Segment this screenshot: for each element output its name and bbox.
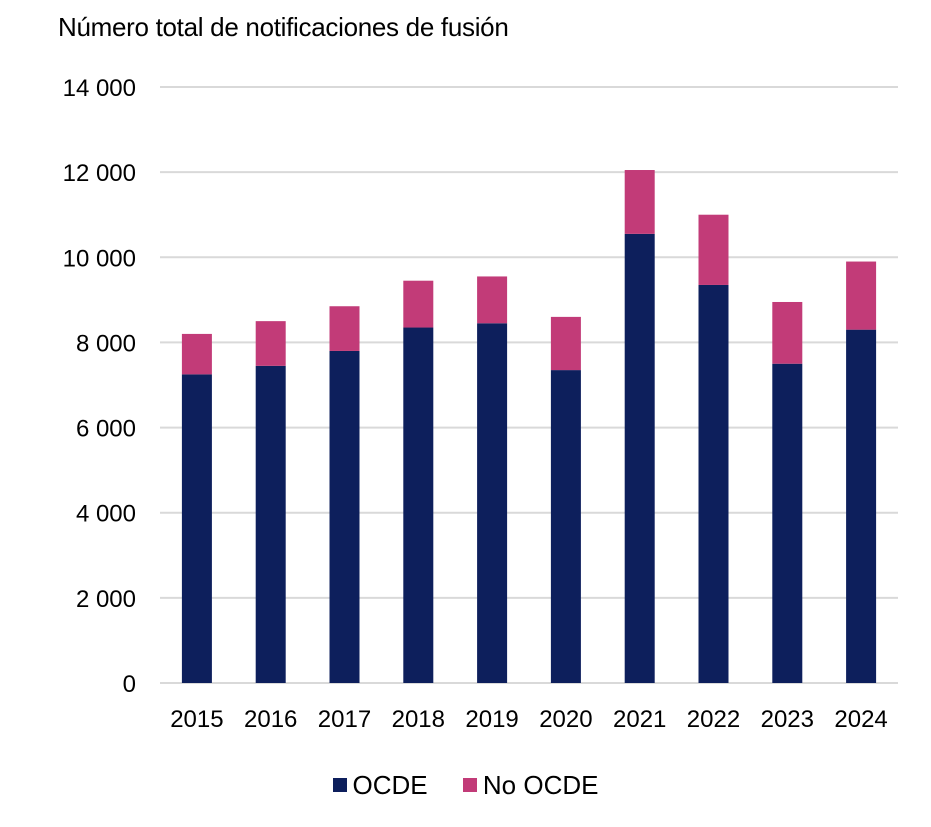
bar-ocde-2016 (255, 365, 286, 683)
x-tick-label: 2024 (834, 706, 887, 733)
y-tick-label: 0 (123, 671, 136, 698)
x-tick-label: 2023 (761, 706, 814, 733)
x-tick-label: 2020 (539, 706, 592, 733)
bar-no-ocde-2024 (846, 261, 877, 330)
x-tick-label: 2015 (170, 706, 223, 733)
bar-ocde-2021 (624, 233, 655, 683)
bar-no-ocde-2016 (255, 321, 286, 366)
x-tick-label: 2017 (318, 706, 371, 733)
legend-swatch-no-ocde (462, 778, 477, 792)
y-axis-ticks: 0 2 000 4 000 6 000 8 000 10 000 12 000 14 000 (63, 75, 136, 698)
bar-ocde-2019 (477, 323, 508, 683)
legend-item-no-ocde: No OCDE (462, 769, 599, 801)
chart-title: Número total de notificaciones de fusión (58, 12, 509, 42)
y-tick-label: 6 000 (76, 416, 136, 443)
bar-ocde-2024 (846, 329, 877, 683)
bar-ocde-2017 (329, 350, 360, 683)
bar-no-ocde-2018 (403, 280, 434, 328)
bar-no-ocde-2015 (181, 333, 212, 375)
legend: OCDE No OCDE (0, 768, 931, 801)
legend-swatch-ocde (332, 778, 347, 792)
bar-no-ocde-2022 (698, 214, 729, 285)
bar-no-ocde-2023 (772, 301, 803, 364)
bar-ocde-2018 (403, 327, 434, 683)
bar-ocde-2015 (181, 374, 212, 683)
y-tick-label: 12 000 (63, 160, 136, 187)
bar-no-ocde-2020 (550, 316, 581, 371)
x-tick-label: 2021 (613, 706, 666, 733)
legend-label-no-ocde: No OCDE (482, 769, 599, 800)
x-tick-label: 2022 (687, 706, 740, 733)
x-tick-label: 2019 (465, 706, 518, 733)
y-tick-label: 2 000 (76, 586, 136, 613)
bar-ocde-2022 (698, 284, 729, 683)
x-tick-label: 2018 (392, 706, 445, 733)
bar-no-ocde-2019 (477, 276, 508, 324)
y-tick-label: 14 000 (63, 75, 136, 102)
y-tick-label: 4 000 (76, 501, 136, 528)
bar-ocde-2023 (772, 363, 803, 683)
bar-no-ocde-2017 (329, 306, 360, 351)
legend-label-ocde: OCDE (352, 769, 428, 800)
legend-item-ocde: OCDE (332, 769, 428, 801)
y-tick-label: 8 000 (76, 330, 136, 357)
bars (181, 170, 877, 683)
y-tick-label: 10 000 (63, 245, 136, 272)
x-axis-ticks: 2015 2016 2017 2018 2019 2020 2021 2022 2023 2024 (170, 706, 888, 733)
bar-no-ocde-2021 (624, 170, 655, 234)
bar-ocde-2020 (550, 370, 581, 683)
x-tick-label: 2016 (244, 706, 297, 733)
